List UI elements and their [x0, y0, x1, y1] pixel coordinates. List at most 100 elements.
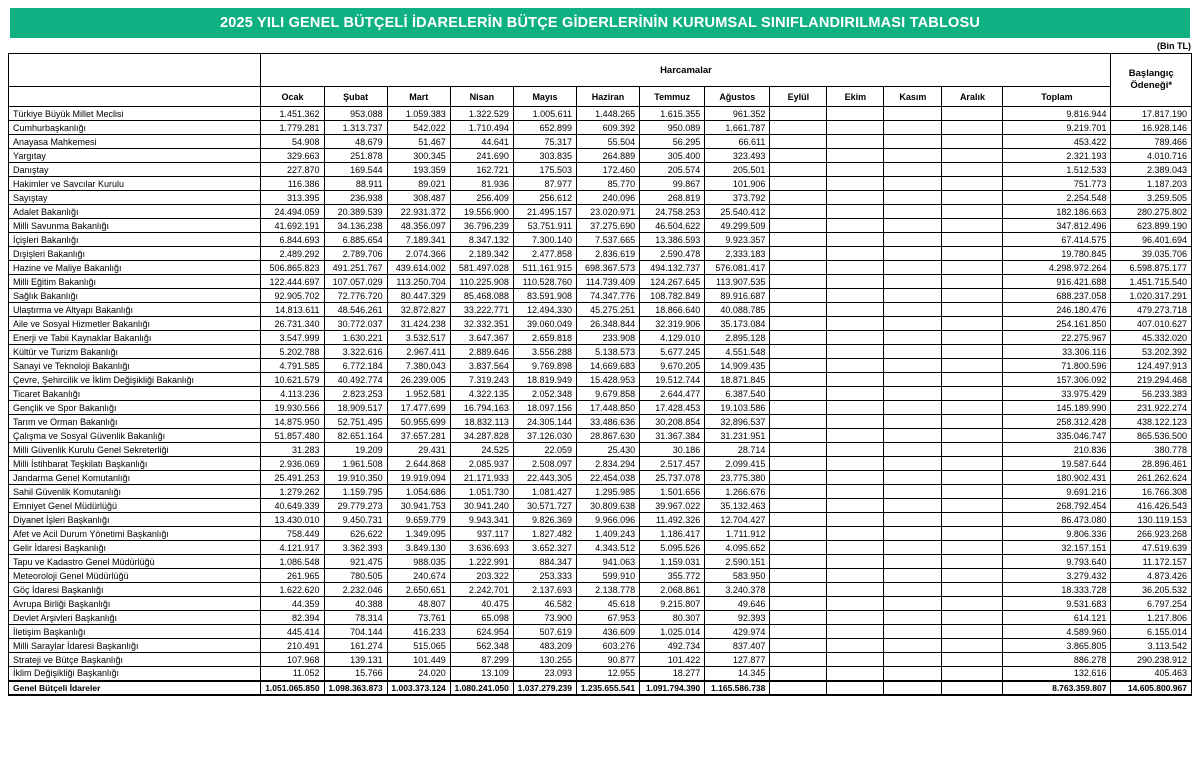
- cell-value: 39.060.049: [512, 316, 578, 331]
- cell-value: 9.215.807: [639, 596, 706, 611]
- cell-value: 886.278: [1002, 652, 1112, 667]
- page-title: 2025 YILI GENEL BÜTÇELİ İDARELERİN BÜTÇE…: [219, 15, 981, 31]
- cell-value: 323.493: [704, 148, 771, 163]
- table-row: İçişleri Bakanlığı 6.844.693 6.885.654 7.18…: [7, 232, 1192, 247]
- cell-value: [826, 218, 885, 233]
- column-header-nisan: Nisan: [449, 86, 514, 107]
- cell-value: 1.054.686: [386, 484, 451, 499]
- cell-value: 16.766.308: [1110, 484, 1192, 499]
- cell-value: 1.622.620: [260, 582, 325, 597]
- cell-value: 2.052.348: [512, 386, 578, 401]
- cell-value: [941, 400, 1004, 415]
- cell-value: 110.225.908: [449, 274, 514, 289]
- cell-value: 18.832.113: [449, 414, 514, 429]
- cell-value: 66.611: [704, 134, 771, 149]
- cell-value: [826, 288, 885, 303]
- row-label: Sanayi ve Teknoloji Bakanlığı: [7, 358, 262, 373]
- cell-value: 22.931.372: [386, 204, 451, 219]
- cell-value: 2.137.693: [512, 582, 578, 597]
- cell-value: 1.501.656: [639, 484, 706, 499]
- cell-value: 4.298.972.264: [1002, 260, 1112, 275]
- cell-value: [883, 288, 943, 303]
- cell-value: 130.255: [512, 652, 578, 667]
- cell-value: 34.287.828: [449, 428, 514, 443]
- table-row: Gelir İdaresi Başkanlığı 4.121.917 3.362.3…: [7, 540, 1192, 555]
- cell-value: 90.877: [575, 652, 641, 667]
- cell-value: 253.333: [512, 568, 578, 583]
- cell-value: 1.451.362: [260, 106, 325, 121]
- cell-value: [941, 344, 1004, 359]
- cell-value: [769, 190, 828, 205]
- cell-value: 6.844.693: [260, 232, 325, 247]
- cell-value: [941, 204, 1004, 219]
- cell-value: [883, 274, 943, 289]
- cell-value: 157.306.092: [1002, 372, 1112, 387]
- cell-value: 1.080.241.050: [449, 679, 514, 696]
- cell-value: 1.961.508: [323, 456, 388, 471]
- cell-value: [769, 582, 828, 597]
- cell-value: [769, 120, 828, 135]
- cell-value: 45.275.251: [575, 302, 641, 317]
- cell-value: [769, 624, 828, 639]
- row-label: Emniyet Genel Müdürlüğü: [7, 498, 262, 513]
- cell-value: 20.389.539: [323, 204, 388, 219]
- cell-value: 837.407: [704, 638, 771, 653]
- cell-value: 49.299.509: [704, 218, 771, 233]
- header-group-row: Harcamalar Başlangıç Ödeneği*: [7, 53, 1192, 107]
- cell-value: 2.508.097: [512, 456, 578, 471]
- cell-value: 130.119.153: [1110, 512, 1192, 527]
- cell-value: 5.677.245: [639, 344, 706, 359]
- corner-cell: [7, 53, 262, 87]
- cell-value: 50.955.699: [386, 414, 451, 429]
- cell-value: 24.758.253: [639, 204, 706, 219]
- cell-value: 65.098: [449, 610, 514, 625]
- table-row: Aile ve Sosyal Hizmetler Bakanlığı 26.731…: [7, 316, 1192, 331]
- table-row: Çalışma ve Sosyal Güvenlik Bakanlığı 51.8…: [7, 428, 1192, 443]
- cell-value: [826, 386, 885, 401]
- cell-value: 3.652.327: [512, 540, 578, 555]
- cell-value: 2.068.861: [639, 582, 706, 597]
- cell-value: 261.262.624: [1110, 470, 1192, 485]
- cell-value: [769, 652, 828, 667]
- cell-value: 41.692.191: [260, 218, 325, 233]
- table-row: Tarım ve Orman Bakanlığı 14.875.950 52.751…: [7, 414, 1192, 429]
- cell-value: 14.669.683: [575, 358, 641, 373]
- cell-value: [826, 679, 885, 696]
- cell-value: 14.875.950: [260, 414, 325, 429]
- cell-value: [941, 554, 1004, 569]
- cell-value: 162.721: [449, 162, 514, 177]
- cell-value: 22.275.967: [1002, 330, 1112, 345]
- cell-value: 30.186: [639, 442, 706, 457]
- cell-value: 2.074.366: [386, 246, 451, 261]
- cell-value: 19.103.586: [704, 400, 771, 415]
- cell-value: 4.129.010: [639, 330, 706, 345]
- cell-value: [883, 302, 943, 317]
- cell-value: 31.283: [260, 442, 325, 457]
- table-row: Anayasa Mahkemesi 54.908 48.679 51.467 44.64…: [7, 134, 1192, 149]
- cell-value: 2.138.778: [575, 582, 641, 597]
- cell-value: 921.475: [323, 554, 388, 569]
- cell-value: 9.816.944: [1002, 106, 1112, 121]
- cell-value: [941, 526, 1004, 541]
- table-row: Kültür ve Turizm Bakanlığı 5.202.788 3.322…: [7, 344, 1192, 359]
- column-header-mayis: Mayıs: [512, 86, 578, 107]
- row-label: Sayıştay: [7, 190, 262, 205]
- table-row: Milli Eğitim Bakanlığı 122.444.697 107.057…: [7, 274, 1192, 289]
- row-label: Çalışma ve Sosyal Güvenlik Bakanlığı: [7, 428, 262, 443]
- cell-value: 2.517.457: [639, 456, 706, 471]
- cell-value: 26.348.844: [575, 316, 641, 331]
- header-month-row: Ocak Şubat Mart Nisan Mayıs Haziran Temm…: [7, 86, 1192, 107]
- cell-value: 11.172.157: [1110, 554, 1192, 569]
- cell-value: [826, 638, 885, 653]
- cell-value: [883, 246, 943, 261]
- cell-value: 13.109: [449, 666, 514, 681]
- cell-value: [883, 456, 943, 471]
- cell-value: [826, 330, 885, 345]
- cell-value: 2.389.043: [1110, 162, 1192, 177]
- row-label: Anayasa Mahkemesi: [7, 134, 262, 149]
- cell-value: 1.295.985: [575, 484, 641, 499]
- cell-value: 83.591.908: [512, 288, 578, 303]
- cell-value: 12.955: [575, 666, 641, 681]
- cell-value: [941, 190, 1004, 205]
- cell-value: 704.144: [323, 624, 388, 639]
